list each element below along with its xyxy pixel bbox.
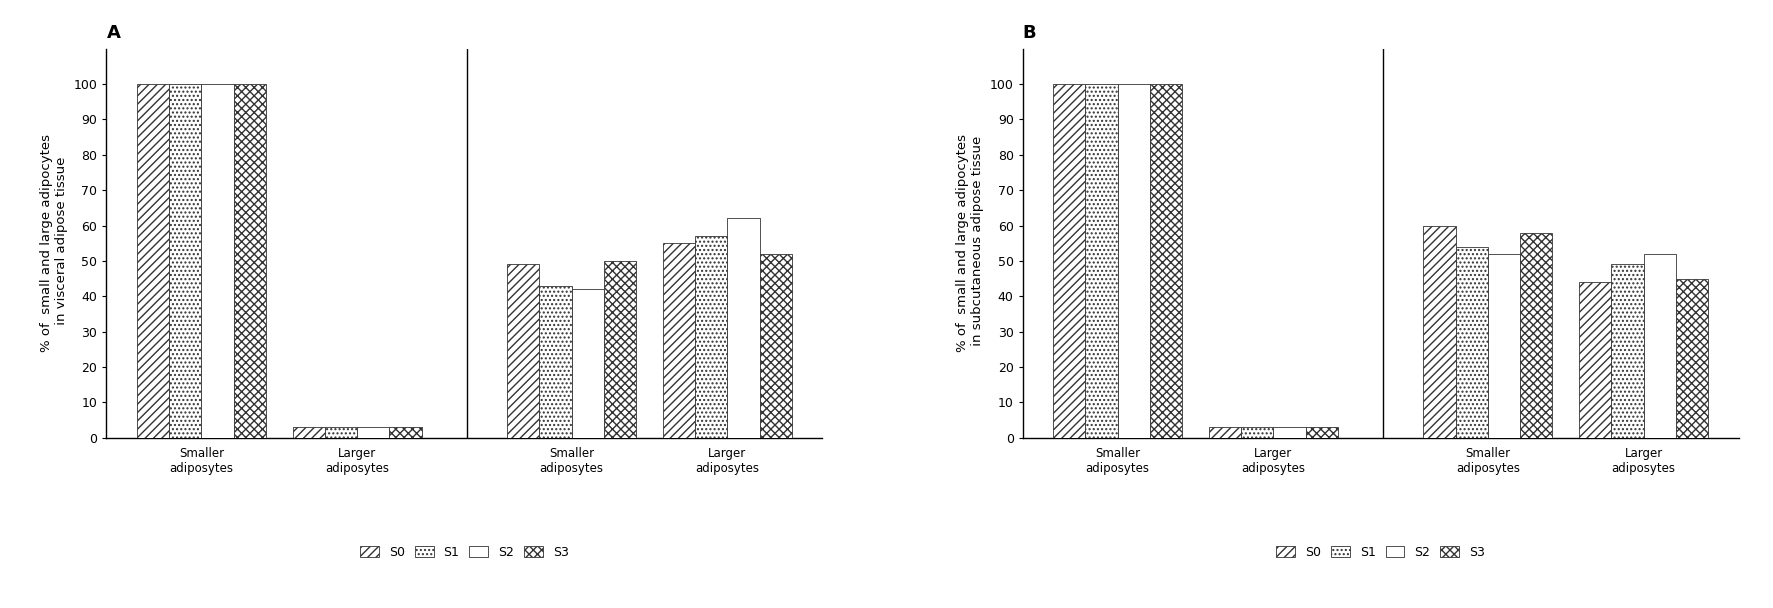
Bar [234, 84, 266, 438]
Bar [1207, 427, 1241, 438]
Bar [1488, 254, 1519, 438]
Legend: S0, S1, S2, S3: S0, S1, S2, S3 [1271, 541, 1489, 564]
Bar [727, 218, 759, 438]
Legend: S0, S1, S2, S3: S0, S1, S2, S3 [355, 541, 573, 564]
Bar [1578, 282, 1610, 438]
Y-axis label: % of  small and large adipocytes
 in subcutaneous adipose tissue: % of small and large adipocytes in subcu… [956, 134, 984, 352]
Bar [1273, 427, 1305, 438]
Bar [1117, 84, 1149, 438]
Bar [1675, 278, 1707, 438]
Bar [695, 236, 727, 438]
Bar [202, 84, 234, 438]
Bar [324, 427, 356, 438]
Text: B: B [1021, 24, 1035, 41]
Bar [1149, 84, 1181, 438]
Bar [1053, 84, 1085, 438]
Bar [293, 427, 324, 438]
Bar [663, 243, 695, 438]
Bar [1422, 226, 1456, 438]
Text: A: A [106, 24, 121, 41]
Bar [137, 84, 168, 438]
Bar [388, 427, 422, 438]
Bar [571, 289, 603, 438]
Bar [1519, 233, 1551, 438]
Bar [1085, 84, 1117, 438]
Bar [603, 261, 637, 438]
Bar [507, 264, 539, 438]
Bar [1610, 264, 1642, 438]
Bar [1642, 254, 1675, 438]
Bar [168, 84, 202, 438]
Bar [1305, 427, 1337, 438]
Bar [1456, 247, 1488, 438]
Bar [356, 427, 388, 438]
Bar [539, 286, 571, 438]
Bar [1241, 427, 1273, 438]
Y-axis label: % of  small and large adipocytes
 in visceral adipose tissue: % of small and large adipocytes in visce… [41, 134, 67, 352]
Bar [759, 254, 791, 438]
